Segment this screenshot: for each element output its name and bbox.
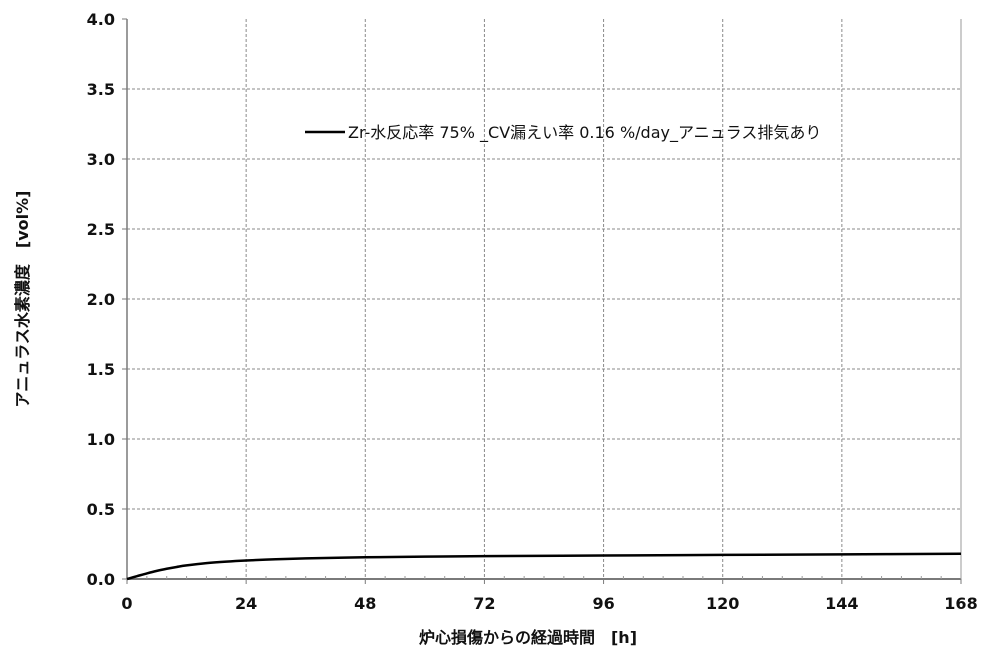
- y-tick-label: 3.5: [87, 80, 115, 99]
- x-tick-label: 72: [473, 594, 495, 613]
- x-tick-label: 120: [706, 594, 739, 613]
- legend: Zr-水反応率 75% _CV漏えい率 0.16 %/day_アニュラス排気あり: [305, 123, 821, 143]
- series-line: [126, 552, 962, 581]
- x-tick-label: 168: [944, 594, 977, 613]
- x-tick-label: 0: [121, 594, 132, 613]
- x-tick-label: 144: [825, 594, 858, 613]
- y-tick-label: 0.0: [87, 570, 115, 589]
- y-tick-label: 2.0: [87, 290, 115, 309]
- y-axis-ticks: 0.0 0.5 1.0 1.5 2.0 2.5 3.0 3.5 4.0: [87, 10, 127, 589]
- y-tick-label: 1.5: [87, 360, 115, 379]
- y-axis-title: アニュラス水素濃度 [vol%]: [13, 191, 32, 408]
- x-tick-label: 24: [235, 594, 257, 613]
- y-tick-label: 4.0: [87, 10, 115, 29]
- y-tick-label: 2.5: [87, 220, 115, 239]
- x-tick-label: 96: [592, 594, 614, 613]
- x-tick-label: 48: [354, 594, 376, 613]
- series-group: [126, 552, 962, 581]
- x-axis-title: 炉心損傷からの経過時間 [h]: [419, 628, 637, 647]
- y-tick-label: 1.0: [87, 430, 115, 449]
- x-axis-ticks: 0 24 48 72 96 120 144 168: [121, 576, 978, 613]
- y-tick-label: 0.5: [87, 500, 115, 519]
- legend-label: Zr-水反応率 75% _CV漏えい率 0.16 %/day_アニュラス排気あり: [348, 123, 821, 143]
- grid-lines: [127, 19, 961, 579]
- y-tick-label: 3.0: [87, 150, 115, 169]
